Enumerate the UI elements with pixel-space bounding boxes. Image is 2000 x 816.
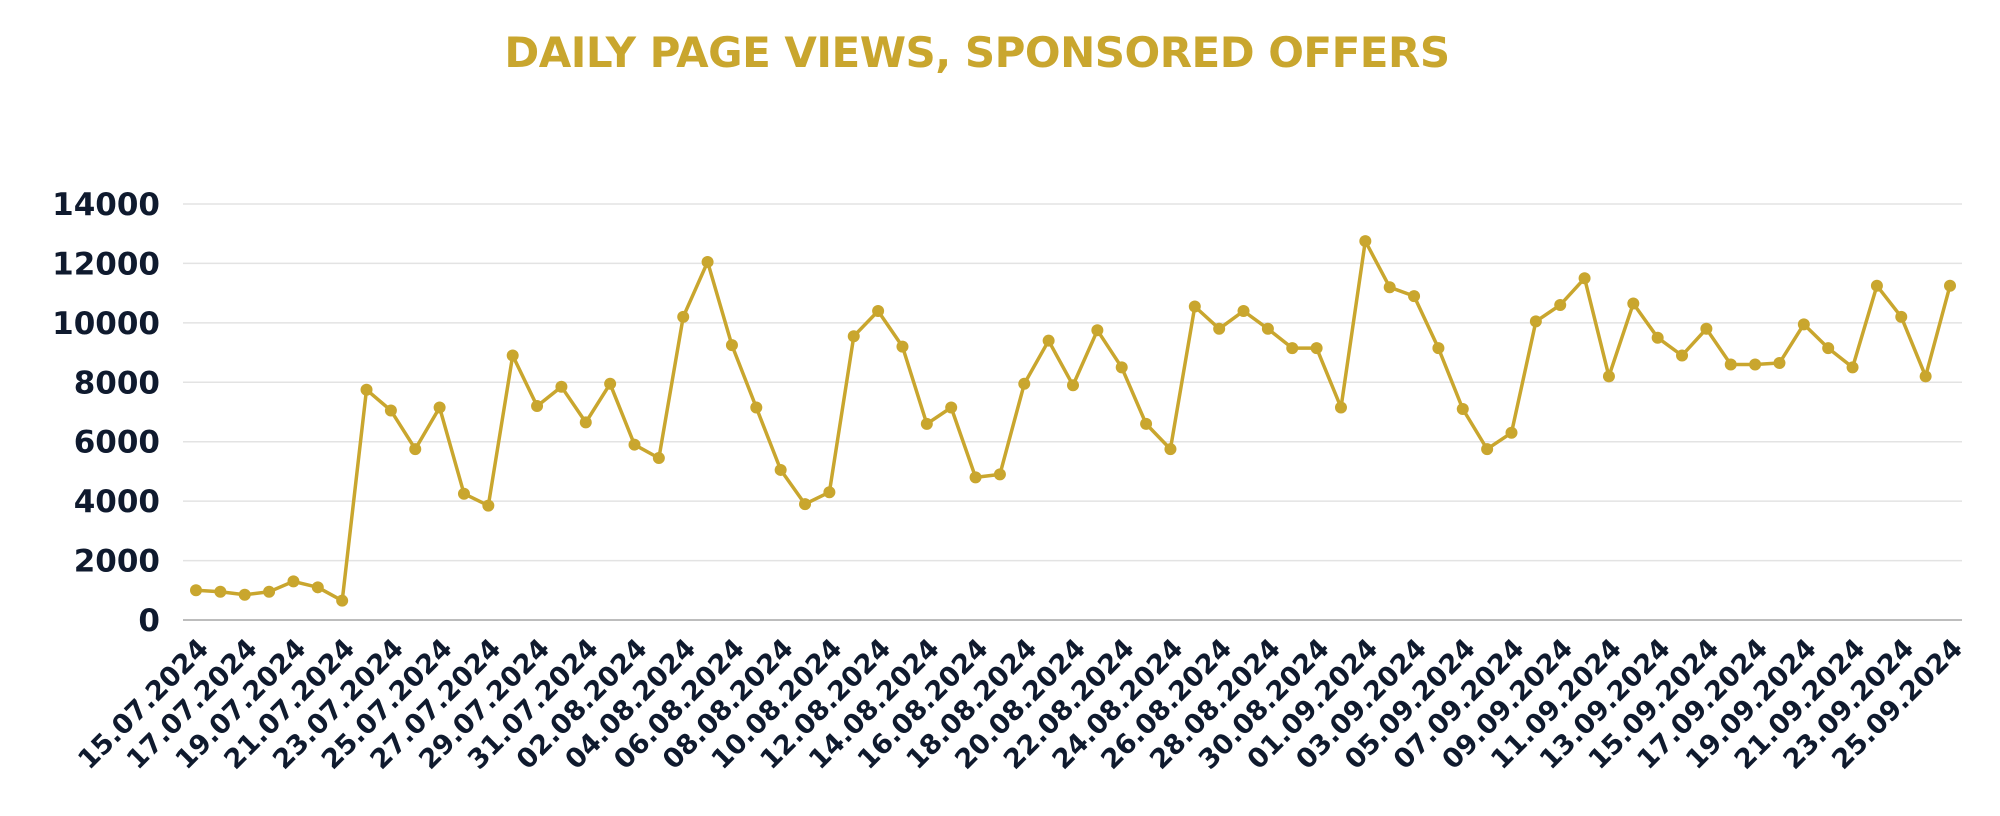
data-point bbox=[287, 575, 300, 588]
series-line bbox=[195, 239, 1952, 603]
data-point bbox=[1724, 358, 1737, 371]
data-point bbox=[1822, 342, 1835, 355]
data-point bbox=[750, 401, 763, 414]
data-point bbox=[1334, 401, 1347, 414]
data-point bbox=[1091, 324, 1104, 337]
series-layer bbox=[195, 239, 1952, 603]
data-point bbox=[1115, 361, 1128, 374]
data-point bbox=[872, 304, 885, 317]
data-point bbox=[384, 404, 397, 417]
data-point bbox=[1481, 443, 1494, 456]
y-tick-label: 10000 bbox=[52, 306, 160, 342]
data-point bbox=[1773, 356, 1786, 369]
data-point bbox=[1237, 304, 1250, 317]
data-point bbox=[1408, 290, 1421, 303]
data-point bbox=[1042, 334, 1055, 347]
data-point bbox=[945, 401, 958, 414]
data-point bbox=[1188, 300, 1201, 313]
data-point bbox=[409, 443, 422, 456]
y-tick-label: 2000 bbox=[74, 544, 160, 580]
y-tick-label: 4000 bbox=[74, 484, 160, 520]
data-point bbox=[1578, 272, 1591, 285]
data-point bbox=[993, 468, 1006, 481]
data-point bbox=[1749, 358, 1762, 371]
data-point bbox=[1797, 318, 1810, 331]
data-point bbox=[896, 340, 909, 353]
data-point bbox=[1846, 361, 1859, 374]
y-axis-ticks: 0 2000 4000 6000 8000 10000 12000 14000 bbox=[52, 187, 160, 639]
data-point bbox=[1651, 331, 1664, 344]
data-point bbox=[1700, 322, 1713, 335]
data-point bbox=[555, 380, 568, 393]
data-point bbox=[1164, 443, 1177, 456]
data-point bbox=[506, 349, 519, 362]
data-point bbox=[628, 438, 641, 451]
y-tick-label: 14000 bbox=[52, 187, 160, 223]
data-point bbox=[847, 330, 860, 343]
data-point bbox=[823, 486, 836, 499]
data-point bbox=[652, 452, 665, 465]
data-point bbox=[1919, 370, 1932, 383]
grid-layer bbox=[183, 203, 1962, 621]
data-point bbox=[433, 401, 446, 414]
data-point bbox=[360, 383, 373, 396]
data-point bbox=[1018, 377, 1031, 390]
y-tick-label: 0 bbox=[138, 603, 160, 639]
data-point bbox=[531, 400, 544, 413]
data-point bbox=[701, 255, 714, 268]
data-point bbox=[1213, 322, 1226, 335]
data-point bbox=[482, 499, 495, 512]
data-point bbox=[1067, 379, 1079, 392]
data-point bbox=[799, 498, 812, 511]
data-point bbox=[214, 585, 227, 598]
data-point bbox=[725, 339, 738, 352]
data-point bbox=[238, 588, 251, 601]
data-point bbox=[1140, 417, 1153, 430]
data-point bbox=[1310, 342, 1323, 355]
data-point bbox=[1456, 403, 1469, 416]
data-point bbox=[1627, 297, 1640, 310]
y-tick-label: 6000 bbox=[74, 425, 160, 461]
data-point bbox=[579, 416, 592, 429]
data-point bbox=[604, 377, 617, 390]
data-point bbox=[1944, 279, 1956, 292]
data-point bbox=[774, 463, 787, 476]
data-point bbox=[1554, 299, 1567, 312]
data-point bbox=[457, 487, 470, 500]
point-layer bbox=[190, 235, 1956, 607]
y-tick-label: 8000 bbox=[74, 365, 160, 401]
data-point bbox=[1602, 370, 1615, 383]
data-point bbox=[1286, 342, 1299, 355]
data-point bbox=[311, 581, 324, 594]
data-point bbox=[1359, 235, 1372, 248]
data-point bbox=[969, 471, 982, 484]
data-point bbox=[190, 584, 202, 597]
data-point bbox=[1432, 342, 1445, 355]
chart-title: DAILY PAGE VIEWS, SPONSORED OFFERS bbox=[504, 28, 1450, 77]
data-point bbox=[1261, 322, 1274, 335]
data-point bbox=[1505, 426, 1518, 439]
data-point bbox=[1383, 281, 1396, 294]
data-point bbox=[1676, 349, 1689, 362]
data-point bbox=[677, 310, 690, 323]
data-point bbox=[1895, 310, 1908, 323]
data-point bbox=[336, 594, 349, 607]
data-point bbox=[263, 585, 276, 598]
data-point bbox=[1529, 315, 1542, 328]
x-axis-ticks: 15.07.202417.07.202419.07.202421.07.2024… bbox=[72, 633, 1969, 776]
y-tick-label: 12000 bbox=[52, 246, 160, 282]
data-point bbox=[1870, 279, 1883, 292]
data-point bbox=[920, 417, 933, 430]
